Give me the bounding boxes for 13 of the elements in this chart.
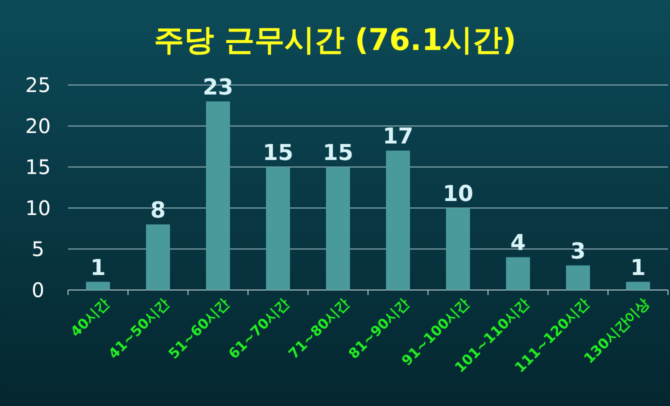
data-label: 1 — [90, 256, 106, 281]
y-tick-label: 25 — [25, 73, 51, 97]
data-label: 1 — [630, 256, 646, 281]
data-label: 17 — [382, 124, 414, 150]
data-label: 10 — [442, 182, 474, 207]
chart-title: 주당 근무시간 (76.1시간) — [154, 23, 516, 58]
data-label: 15 — [262, 141, 294, 166]
y-tick-label: 15 — [25, 155, 51, 179]
y-tick-label: 20 — [25, 114, 51, 138]
y-tick-label: 5 — [32, 237, 44, 261]
data-label: 15 — [322, 141, 354, 166]
y-tick-label: 10 — [25, 196, 51, 220]
y-tick-label: 0 — [32, 278, 44, 302]
